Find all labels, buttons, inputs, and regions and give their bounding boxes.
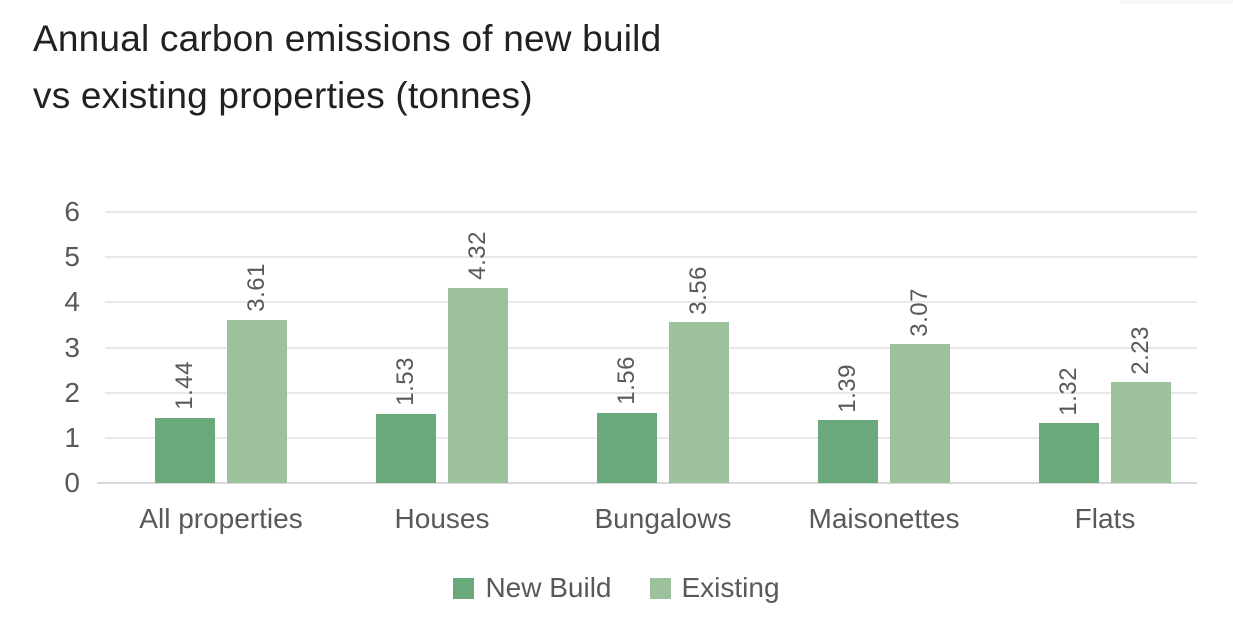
bar-value-label: 3.07 <box>906 287 933 337</box>
x-category-label: Houses <box>394 503 490 534</box>
x-axis-line <box>97 482 1197 484</box>
bar-existing: 3.07 <box>890 288 950 483</box>
bar-value-label: 3.61 <box>243 263 270 312</box>
y-tick-label: 5 <box>64 241 80 273</box>
bar-group: 1.56 3.56 <box>597 212 729 483</box>
bar-value-label: 1.32 <box>1055 366 1082 416</box>
bar-new-build: 1.44 <box>155 361 215 483</box>
bar-new-build: 1.53 <box>376 357 436 483</box>
chart-title-line2: vs existing properties (tonnes) <box>33 75 533 116</box>
legend-item: New Build <box>453 572 612 603</box>
chart-title-line1: Annual carbon emissions of new build <box>33 18 662 59</box>
bar-value-label: 1.44 <box>171 361 198 410</box>
legend-item: Existing <box>649 572 780 603</box>
bar-group: 1.32 2.23 <box>1039 212 1171 483</box>
bar-existing: 3.56 <box>669 266 729 483</box>
y-tick-label: 0 <box>64 467 80 498</box>
legend: New Build Existing <box>0 574 1233 602</box>
bar-value-label: 3.56 <box>685 265 712 315</box>
gridline <box>105 301 1197 304</box>
bar-group: 1.53 4.32 <box>376 212 508 483</box>
plot-area: 0 1 2 3 4 5 6 1.44 3.61 1.53 4.32 1.56 3.56 1.39 3.07 1… <box>64 198 1197 497</box>
legend-swatch-existing <box>649 577 671 599</box>
bar-value-label: 4.32 <box>464 231 491 280</box>
x-category-label: All properties <box>139 503 303 534</box>
y-tick-label: 2 <box>64 376 80 408</box>
bar-group: 1.39 3.07 <box>818 212 950 483</box>
gridline <box>105 256 1197 259</box>
decorative-strip <box>1120 0 1233 4</box>
gridline <box>105 391 1197 394</box>
legend-label: New Build <box>485 572 612 603</box>
bar-value-label: 1.53 <box>392 357 419 406</box>
y-tick-label: 1 <box>64 421 80 453</box>
bar-existing: 4.32 <box>448 231 508 483</box>
x-category-label: Bungalows <box>594 503 732 534</box>
bar-new-build: 1.32 <box>1039 367 1099 483</box>
legend-swatch-new-build <box>453 577 475 599</box>
bar-new-build: 1.39 <box>818 364 878 483</box>
bar-value-label: 2.23 <box>1127 325 1154 375</box>
gridline <box>105 211 1197 213</box>
y-tick-label: 4 <box>64 286 80 318</box>
legend-label: Existing <box>681 572 780 603</box>
bar-value-label: 1.56 <box>613 355 640 405</box>
chart-title: Annual carbon emissions of new build vs … <box>33 10 661 124</box>
bar-existing: 2.23 <box>1111 326 1171 483</box>
x-category-label: Maisonettes <box>808 503 960 534</box>
x-category-label: Flats <box>1074 503 1136 534</box>
gridline <box>105 346 1197 349</box>
bar-group: 1.44 3.61 <box>155 212 287 483</box>
bar-value-label: 1.39 <box>834 363 861 413</box>
y-tick-label: 3 <box>64 331 80 363</box>
bar-new-build: 1.56 <box>597 356 657 483</box>
y-tick-label: 6 <box>64 196 80 227</box>
bar-existing: 3.61 <box>227 263 287 483</box>
